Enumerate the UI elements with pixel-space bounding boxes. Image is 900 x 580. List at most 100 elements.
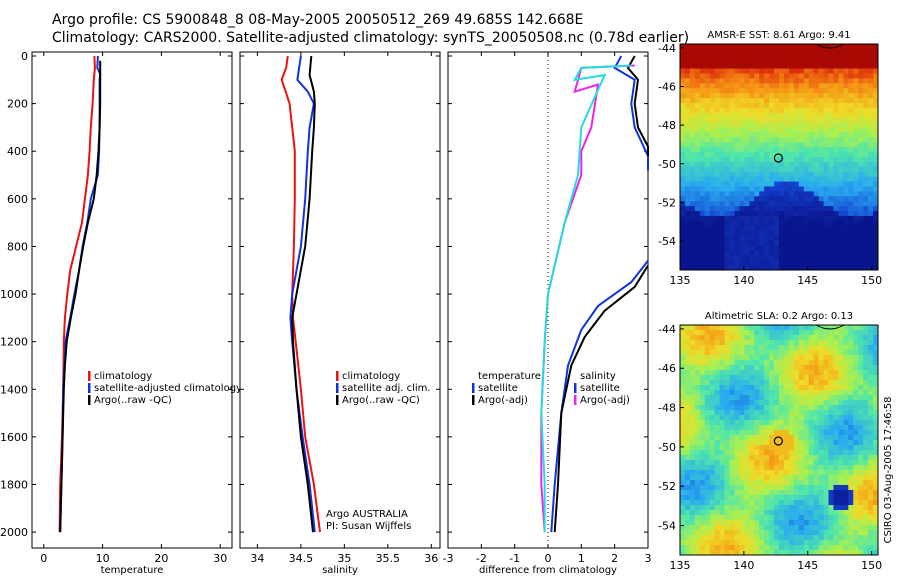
heatmap-cell bbox=[684, 330, 691, 336]
heatmap-cell bbox=[774, 250, 780, 256]
heatmap-cell bbox=[858, 395, 864, 401]
heatmap-cell bbox=[724, 395, 730, 401]
heatmap-cell bbox=[813, 495, 820, 501]
heatmap-cell bbox=[858, 440, 864, 446]
heatmap-cell bbox=[774, 410, 780, 416]
heatmap-cell bbox=[714, 122, 721, 129]
heatmap-cell bbox=[803, 171, 810, 178]
heatmap-cell bbox=[680, 147, 686, 153]
heatmap-cell bbox=[684, 245, 691, 251]
heatmap-cell bbox=[684, 355, 691, 361]
heatmap-cell bbox=[689, 132, 696, 138]
heatmap-cell bbox=[680, 181, 686, 187]
heatmap-cell bbox=[714, 250, 721, 256]
heatmap-cell bbox=[709, 330, 716, 336]
heatmap-cell bbox=[828, 325, 834, 331]
heatmap-cell bbox=[833, 345, 839, 351]
heatmap-cell bbox=[868, 152, 874, 158]
heatmap-cell bbox=[828, 425, 834, 431]
heatmap-cell bbox=[833, 410, 839, 416]
heatmap-cell bbox=[838, 211, 844, 217]
heatmap-cell bbox=[714, 265, 721, 271]
heatmap-cell bbox=[680, 132, 686, 138]
heatmap-cell bbox=[694, 98, 701, 104]
heatmap-cell bbox=[788, 495, 795, 501]
heatmap-cell bbox=[813, 48, 820, 55]
heatmap-cell bbox=[764, 410, 770, 416]
heatmap-cell bbox=[798, 220, 805, 227]
heatmap-cell bbox=[724, 117, 730, 124]
heatmap-cell bbox=[853, 102, 859, 109]
heatmap-cell bbox=[788, 515, 795, 521]
heatmap-cell bbox=[838, 93, 844, 99]
heatmap-cell bbox=[833, 137, 839, 143]
heatmap-cell bbox=[699, 395, 706, 401]
heatmap-cell bbox=[873, 206, 879, 212]
heatmap-cell bbox=[729, 201, 735, 207]
heatmap-cell bbox=[843, 225, 849, 232]
heatmap-cell bbox=[699, 485, 706, 491]
heatmap-cell bbox=[823, 211, 829, 217]
heatmap-cell bbox=[813, 470, 820, 476]
heatmap-cell bbox=[793, 475, 800, 481]
heatmap-cell bbox=[813, 545, 820, 551]
heatmap-cell bbox=[868, 480, 874, 486]
heatmap-cell bbox=[709, 93, 716, 99]
heatmap-cell bbox=[694, 500, 701, 506]
heatmap-cell bbox=[719, 132, 726, 138]
heatmap-cell bbox=[769, 410, 775, 416]
heatmap-cell bbox=[714, 44, 721, 50]
x-axis-label: difference from climatology bbox=[479, 565, 617, 576]
heatmap-cell bbox=[680, 220, 686, 227]
heatmap-cell bbox=[838, 515, 844, 521]
heatmap-cell bbox=[709, 161, 716, 168]
heatmap-cell bbox=[848, 215, 854, 222]
heatmap-cell bbox=[774, 470, 780, 476]
heatmap-cell bbox=[754, 495, 760, 501]
heatmap-cell bbox=[853, 53, 859, 60]
heatmap-cell bbox=[764, 380, 770, 386]
heatmap-cell bbox=[779, 370, 785, 376]
heatmap-cell bbox=[729, 475, 735, 481]
heatmap-cell bbox=[680, 490, 686, 496]
heatmap-cell bbox=[699, 191, 706, 197]
heatmap-cell bbox=[808, 525, 815, 531]
heatmap-cell bbox=[769, 345, 775, 351]
heatmap-cell bbox=[749, 63, 755, 70]
heatmap-cell bbox=[764, 78, 770, 84]
legend-swatch bbox=[574, 395, 577, 405]
heatmap-cell bbox=[823, 127, 829, 133]
heatmap-cell bbox=[774, 465, 780, 471]
heatmap-cell bbox=[863, 68, 869, 74]
heatmap-cell bbox=[838, 142, 844, 148]
heatmap-cell bbox=[813, 235, 820, 242]
heatmap-cell bbox=[724, 44, 730, 50]
heatmap-cell bbox=[684, 260, 691, 266]
heatmap-cell bbox=[783, 102, 790, 109]
heatmap-cell bbox=[798, 211, 805, 217]
heatmap-cell bbox=[689, 206, 696, 212]
heatmap-cell bbox=[694, 137, 701, 143]
heatmap-cell bbox=[808, 240, 815, 246]
heatmap-cell bbox=[853, 137, 859, 143]
heatmap-cell bbox=[858, 147, 864, 153]
heatmap-cell bbox=[714, 440, 721, 446]
heatmap-cell bbox=[828, 330, 834, 336]
heatmap-cell bbox=[818, 127, 825, 133]
heatmap-cell bbox=[709, 230, 716, 237]
heatmap-cell bbox=[759, 215, 765, 222]
heatmap-cell bbox=[739, 415, 745, 421]
heatmap-cell bbox=[838, 325, 844, 331]
heatmap-cell bbox=[813, 166, 820, 173]
heatmap-cell bbox=[739, 157, 745, 163]
heatmap-cell bbox=[828, 220, 834, 227]
heatmap-cell bbox=[709, 495, 716, 501]
heatmap-cell bbox=[779, 63, 785, 70]
heatmap-cell bbox=[744, 400, 750, 406]
heatmap-cell bbox=[749, 201, 755, 207]
heatmap-cell bbox=[709, 127, 716, 133]
heatmap-cell bbox=[704, 520, 711, 526]
heatmap-cell bbox=[689, 265, 696, 271]
heatmap-cell bbox=[783, 445, 790, 451]
heatmap-cell bbox=[754, 220, 760, 227]
